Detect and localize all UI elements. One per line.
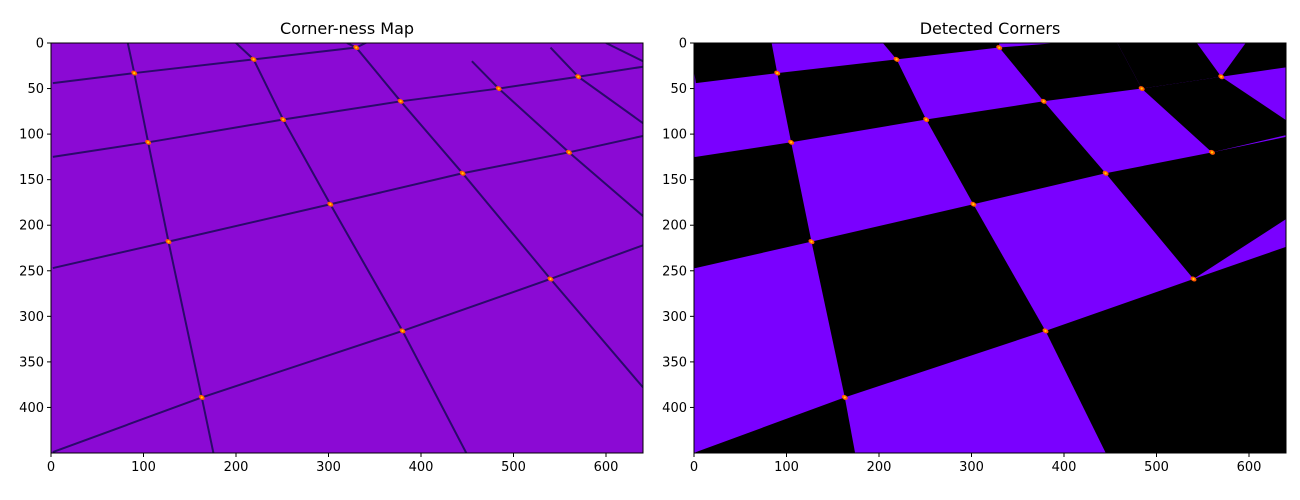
detected-title: Detected Corners [920,19,1061,38]
corner-highlight [1140,87,1143,90]
checker-square [811,204,1046,398]
y-tick-label: 50 [27,82,44,97]
corner-highlight [895,58,898,61]
detected-axes: 0 100 200 300 400 500 600 0 50 100 150 200 250 300 350… [662,37,1261,476]
edge-line [235,43,468,453]
checker-square [999,43,1142,102]
y-tick-label: 100 [19,128,44,143]
edge-line [52,134,643,270]
cornerness-frame [50,42,644,454]
y-tick-label: 250 [662,264,687,279]
x-tick-label: 500 [501,460,526,475]
corner-highlight [200,396,203,399]
corner-highlight [252,58,255,61]
x-tick-label: 400 [409,460,434,475]
checker-square [777,59,927,143]
corner-highlight [810,240,813,243]
corner-highlight [282,118,285,121]
y-tick-label: 0 [679,37,687,52]
x-tick-label: 300 [316,460,341,475]
x-tick-label: 200 [867,460,892,475]
corner-highlight [355,46,358,49]
checker-square [695,397,856,453]
x-tick-label: 100 [131,460,156,475]
edge-line [471,60,643,217]
corner-highlight [843,396,846,399]
corner-highlight [1220,75,1223,78]
corner-highlight [1042,100,1045,103]
corner-highlight [925,118,928,121]
checker-square [694,43,778,84]
corner-highlight [497,87,500,90]
y-tick-label: 150 [19,173,44,188]
corner-highlight [972,203,975,206]
corner-highlight [1044,329,1047,333]
cornerness-peaks [131,45,582,400]
detected-corner-markers [774,45,1225,400]
y-tick-label: 200 [19,219,44,234]
checker-square [1117,43,1222,89]
y-tick-label: 300 [662,310,687,325]
x-tick-label: 500 [1144,460,1169,475]
y-tick-label: 350 [662,355,687,370]
corner-highlight [1104,172,1107,175]
checker-square [694,142,812,269]
y-tick-label: 400 [19,401,44,416]
corner-highlight [461,172,464,175]
checkerboard-squares [694,43,1286,453]
y-tick-label: 350 [19,355,44,370]
corner-highlight [790,141,793,144]
corner-highlight [776,71,779,75]
checker-square [882,43,1000,60]
corner-highlight [133,71,136,75]
corner-highlight [401,329,404,333]
checker-square [1221,43,1286,77]
corner-highlight [577,75,580,78]
y-tick-label: 300 [19,310,44,325]
y-tick-label: 50 [670,82,687,97]
corner-highlight [167,240,170,243]
x-tick-label: 300 [959,460,984,475]
y-tick-label: 200 [662,219,687,234]
y-tick-label: 100 [662,128,687,143]
corner-highlight [399,100,402,103]
y-tick-label: 400 [662,401,687,416]
corner-highlight [549,277,552,281]
x-tick-label: 400 [1052,460,1077,475]
x-tick-label: 100 [774,460,799,475]
corner-highlight [147,141,150,144]
cornerness-panel: Corner-ness Map 0 100 200 300 400 500 600 0 50 10… [19,19,644,476]
checker-square [1105,136,1286,279]
detected-frame [693,42,1287,454]
corner-highlight [998,46,1001,49]
x-tick-label: 0 [47,460,55,475]
edge-line [605,43,643,63]
x-tick-label: 600 [1237,460,1262,475]
checker-square [926,101,1106,205]
corner-highlight [1192,277,1195,281]
y-tick-label: 250 [19,264,44,279]
checker-square [1045,246,1286,453]
checker-square [1141,76,1286,153]
cornerness-title: Corner-ness Map [280,19,414,38]
x-tick-label: 0 [690,460,698,475]
detected-panel: Detected Corners 0 100 200 300 400 500 600 0 50 1… [662,19,1287,476]
x-tick-label: 200 [224,460,249,475]
cornerness-heatmap [51,43,643,453]
corner-highlight [329,203,332,206]
x-tick-label: 600 [594,460,619,475]
y-tick-label: 150 [662,173,687,188]
edge-line [126,43,215,453]
corner-highlight [1210,151,1214,154]
corner-highlight [567,151,571,154]
cornerness-axes: 0 100 200 300 400 500 600 0 50 100 150 200 250 300 350… [19,37,618,476]
y-tick-label: 0 [36,37,44,52]
